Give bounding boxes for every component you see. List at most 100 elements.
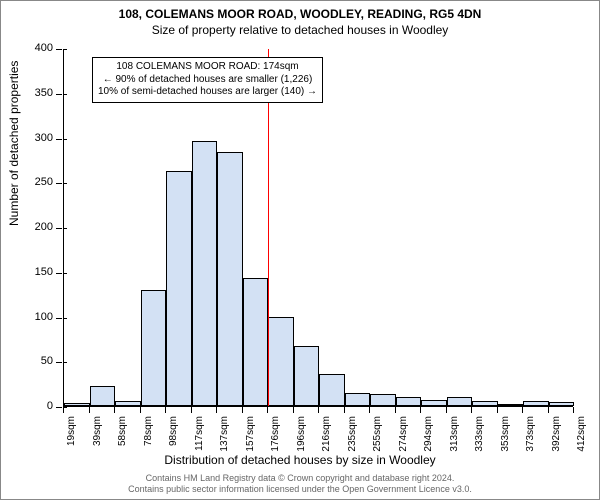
x-tick	[191, 407, 192, 413]
y-tick	[56, 49, 62, 50]
x-tick	[242, 407, 243, 413]
chart-subtitle: Size of property relative to detached ho…	[1, 23, 599, 37]
y-tick-label: 300	[13, 132, 53, 144]
x-tick-label: 137sqm	[219, 416, 230, 456]
y-tick-inner	[63, 362, 67, 363]
x-tick-label: 216sqm	[321, 416, 332, 456]
chart-container: 108, COLEMANS MOOR ROAD, WOODLEY, READIN…	[0, 0, 600, 500]
y-tick	[56, 273, 62, 274]
x-tick	[446, 407, 447, 413]
x-tick	[165, 407, 166, 413]
y-tick-label: 350	[13, 87, 53, 99]
histogram-bar	[192, 141, 218, 406]
y-tick-inner	[63, 228, 67, 229]
x-tick-label: 294sqm	[423, 416, 434, 456]
histogram-bar	[64, 403, 90, 406]
y-tick-inner	[63, 139, 67, 140]
x-tick	[573, 407, 574, 413]
x-tick	[63, 407, 64, 413]
y-tick	[56, 94, 62, 95]
x-tick-label: 78sqm	[143, 416, 154, 456]
histogram-bar	[472, 401, 498, 406]
histogram-bar	[115, 401, 141, 406]
x-tick-label: 353sqm	[500, 416, 511, 456]
x-tick	[548, 407, 549, 413]
x-tick	[267, 407, 268, 413]
x-tick-label: 235sqm	[347, 416, 358, 456]
x-tick-label: 313sqm	[449, 416, 460, 456]
x-tick-label: 196sqm	[296, 416, 307, 456]
y-tick-label: 200	[13, 221, 53, 233]
x-tick-label: 176sqm	[270, 416, 281, 456]
histogram-bar	[447, 397, 473, 406]
y-tick-inner	[63, 49, 67, 50]
x-tick	[114, 407, 115, 413]
x-tick-label: 19sqm	[66, 416, 77, 456]
x-tick	[369, 407, 370, 413]
y-tick-label: 100	[13, 311, 53, 323]
histogram-bar	[421, 400, 447, 406]
histogram-bar	[243, 278, 269, 406]
histogram-bar	[166, 171, 192, 406]
y-tick-inner	[63, 318, 67, 319]
y-tick	[56, 407, 62, 408]
x-tick	[395, 407, 396, 413]
chart-title: 108, COLEMANS MOOR ROAD, WOODLEY, READIN…	[1, 7, 599, 21]
histogram-bar	[319, 374, 345, 406]
x-tick-label: 333sqm	[474, 416, 485, 456]
x-tick-label: 255sqm	[372, 416, 383, 456]
histogram-bar	[549, 402, 575, 406]
footer-line2: Contains public sector information licen…	[1, 484, 599, 495]
annotation-box: 108 COLEMANS MOOR ROAD: 174sqm ← 90% of …	[92, 57, 323, 103]
x-tick-label: 117sqm	[194, 416, 205, 456]
x-tick-label: 392sqm	[551, 416, 562, 456]
histogram-bar	[141, 290, 167, 406]
y-tick	[56, 139, 62, 140]
y-tick-inner	[63, 183, 67, 184]
histogram-bar	[498, 404, 524, 406]
x-tick	[471, 407, 472, 413]
x-tick	[293, 407, 294, 413]
x-tick	[420, 407, 421, 413]
y-tick-inner	[63, 273, 67, 274]
annotation-line1: 108 COLEMANS MOOR ROAD: 174sqm	[98, 61, 317, 74]
y-tick-label: 150	[13, 266, 53, 278]
x-tick-label: 39sqm	[92, 416, 103, 456]
footer-line1: Contains HM Land Registry data © Crown c…	[1, 473, 599, 484]
annotation-line2: ← 90% of detached houses are smaller (1,…	[98, 74, 317, 87]
y-tick	[56, 318, 62, 319]
histogram-bar	[396, 397, 422, 406]
x-tick	[497, 407, 498, 413]
x-tick-label: 98sqm	[168, 416, 179, 456]
y-tick	[56, 362, 62, 363]
histogram-bar	[268, 317, 294, 407]
histogram-bar	[370, 394, 396, 406]
x-tick-label: 274sqm	[398, 416, 409, 456]
y-tick-label: 250	[13, 176, 53, 188]
x-tick	[344, 407, 345, 413]
y-tick-inner	[63, 94, 67, 95]
x-tick	[522, 407, 523, 413]
plot-area: 108 COLEMANS MOOR ROAD: 174sqm ← 90% of …	[63, 49, 573, 407]
x-tick-label: 412sqm	[576, 416, 587, 456]
histogram-bar	[90, 386, 116, 406]
x-tick	[216, 407, 217, 413]
histogram-bar	[294, 346, 320, 406]
y-tick	[56, 228, 62, 229]
x-tick-label: 373sqm	[525, 416, 536, 456]
y-tick	[56, 183, 62, 184]
histogram-bar	[217, 152, 243, 406]
x-tick-label: 58sqm	[117, 416, 128, 456]
marker-line	[268, 49, 269, 406]
histogram-bar	[523, 401, 549, 406]
y-tick-label: 400	[13, 42, 53, 54]
annotation-line3: 10% of semi-detached houses are larger (…	[98, 86, 317, 99]
x-tick	[140, 407, 141, 413]
x-tick	[89, 407, 90, 413]
y-tick-label: 50	[13, 355, 53, 367]
y-tick-label: 0	[13, 400, 53, 412]
histogram-bar	[345, 393, 371, 406]
x-tick	[318, 407, 319, 413]
x-tick-label: 157sqm	[245, 416, 256, 456]
footer: Contains HM Land Registry data © Crown c…	[1, 473, 599, 495]
